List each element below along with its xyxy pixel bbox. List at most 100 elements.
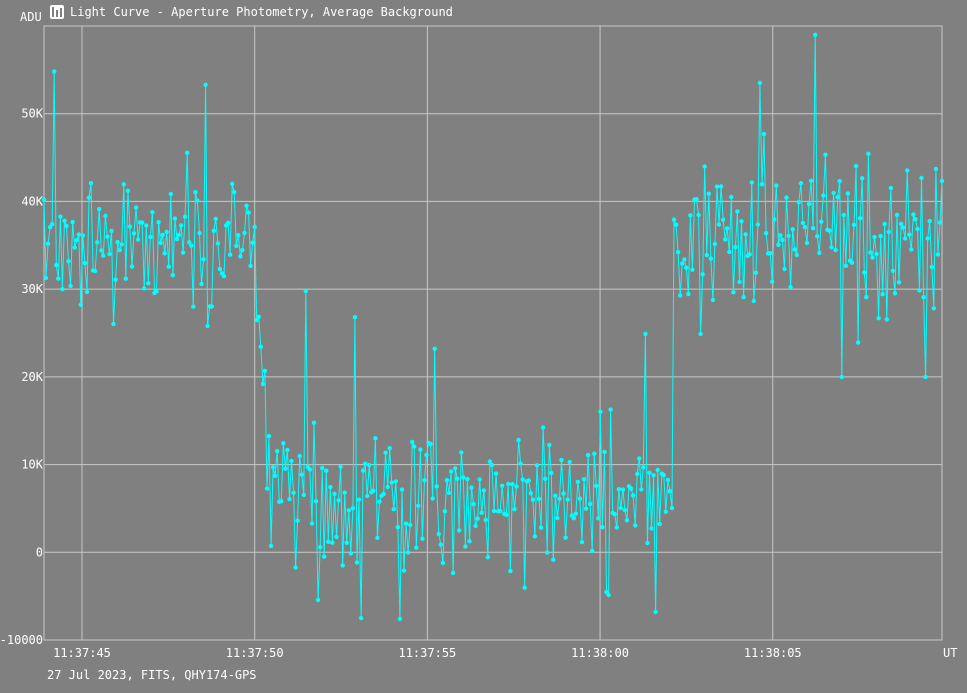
data-point	[244, 203, 249, 208]
data-point	[387, 446, 392, 451]
data-point	[52, 69, 57, 74]
data-point	[817, 250, 822, 256]
data-point	[348, 551, 353, 556]
data-point	[833, 247, 838, 253]
data-point	[252, 224, 257, 229]
y-tick-label: 20K	[21, 370, 43, 384]
data-point	[776, 242, 781, 247]
data-point	[739, 219, 744, 224]
data-point	[373, 436, 378, 441]
data-point	[614, 525, 619, 530]
data-point	[446, 490, 452, 496]
data-point	[741, 294, 746, 300]
data-point	[612, 512, 617, 517]
data-point	[401, 568, 407, 573]
data-point	[168, 191, 173, 197]
data-point	[272, 473, 278, 478]
data-point	[459, 450, 464, 455]
data-point	[933, 166, 939, 172]
data-point	[256, 314, 261, 319]
data-point	[528, 491, 533, 496]
data-point	[755, 222, 761, 227]
data-point	[41, 197, 47, 202]
data-point	[240, 247, 245, 253]
data-point	[457, 528, 462, 533]
data-point	[628, 486, 634, 491]
data-point	[913, 217, 918, 222]
data-point	[389, 480, 394, 485]
data-point	[461, 475, 466, 480]
data-point	[424, 452, 429, 458]
plot-frame	[43, 25, 943, 641]
series-light-curve	[41, 32, 945, 622]
data-point	[876, 316, 881, 321]
data-point	[291, 490, 296, 495]
data-point	[843, 263, 849, 268]
data-point	[193, 189, 198, 195]
data-point	[655, 467, 660, 473]
data-point	[841, 212, 846, 218]
data-point	[837, 178, 842, 184]
data-point	[58, 214, 63, 219]
chart-title-bar: Light Curve - Aperture Photometry, Avera…	[50, 3, 453, 21]
data-point	[74, 238, 79, 243]
data-point	[395, 525, 401, 530]
data-point	[103, 213, 108, 219]
data-point	[121, 182, 127, 187]
data-point	[97, 206, 102, 212]
data-point	[326, 539, 331, 544]
data-point	[645, 540, 650, 546]
data-point	[602, 449, 607, 455]
data-point	[385, 484, 390, 490]
data-point	[937, 220, 943, 225]
data-point	[864, 294, 869, 300]
data-point	[287, 496, 292, 502]
data-point	[182, 214, 188, 219]
data-point	[162, 251, 167, 256]
data-point	[420, 536, 425, 541]
data-point	[880, 292, 885, 297]
data-point	[810, 226, 816, 231]
data-point	[340, 563, 345, 568]
data-point	[575, 479, 581, 485]
data-point	[160, 232, 165, 238]
data-point	[295, 518, 300, 523]
data-point	[796, 200, 801, 205]
data-point	[890, 268, 896, 273]
data-point	[410, 439, 415, 445]
data-point	[608, 407, 613, 412]
data-point	[819, 219, 824, 224]
data-point	[751, 298, 756, 304]
data-point	[283, 466, 288, 471]
data-point	[195, 198, 200, 203]
data-point	[821, 193, 826, 198]
data-point	[203, 82, 208, 88]
data-point	[156, 220, 161, 225]
y-tick-labels: 50K 40K 30K 20K 10K 0 -10000	[0, 107, 44, 647]
data-point	[866, 151, 871, 156]
data-point	[594, 483, 599, 489]
data-point	[408, 522, 413, 528]
data-point	[647, 470, 652, 475]
chart-app-icon	[50, 5, 64, 19]
data-point	[573, 511, 578, 516]
data-point	[344, 540, 349, 545]
data-point	[164, 229, 169, 235]
data-point	[221, 274, 227, 279]
data-point	[860, 176, 865, 181]
data-point	[201, 257, 206, 262]
data-point	[678, 293, 683, 298]
data-point	[561, 491, 566, 496]
data-point	[205, 323, 210, 329]
data-point	[246, 210, 251, 215]
chart-footer-caption: 27 Jul 2023, FITS, QHY174-GPS	[47, 668, 257, 682]
data-point	[849, 260, 855, 265]
data-point	[197, 230, 202, 236]
data-point	[792, 247, 797, 252]
data-point	[438, 542, 443, 547]
data-point	[798, 181, 804, 186]
data-point	[336, 498, 341, 503]
data-point	[698, 331, 703, 337]
data-point	[557, 496, 562, 501]
data-point	[115, 239, 120, 245]
